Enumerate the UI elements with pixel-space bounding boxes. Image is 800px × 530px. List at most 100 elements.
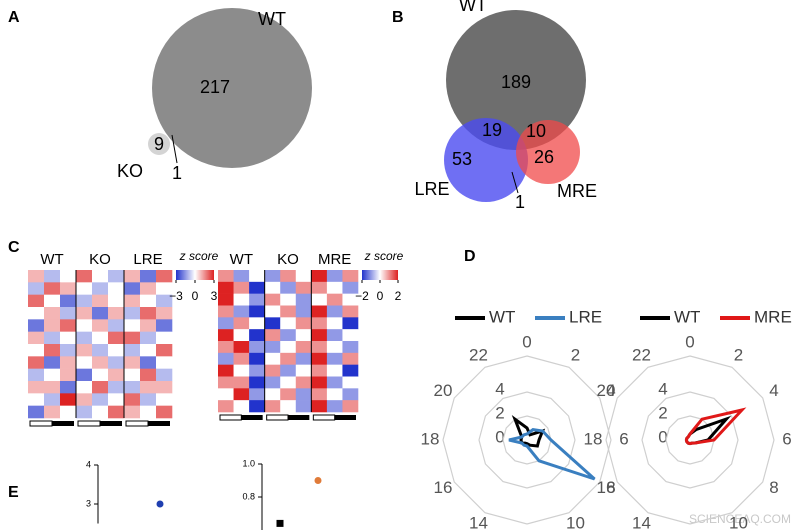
- heat-cell: [108, 307, 125, 320]
- heat-cell: [249, 317, 265, 330]
- venn-circle: [444, 118, 528, 202]
- venn-circle: [516, 120, 580, 184]
- heat-cell: [44, 405, 61, 419]
- legend-label: MRE: [754, 307, 792, 326]
- heat-cell: [92, 405, 109, 419]
- heat-cell: [108, 294, 125, 308]
- angle-label: 2: [571, 345, 580, 364]
- heat-cell: [156, 294, 173, 308]
- heat-cell: [108, 381, 125, 394]
- heat-cell: [295, 329, 312, 342]
- heat-cell: [249, 329, 265, 342]
- dark-bar: [52, 421, 74, 426]
- heat-cell: [311, 341, 328, 354]
- heat-cell: [233, 400, 250, 413]
- y-tick-label: 1.0: [242, 458, 255, 468]
- heat-cell: [92, 307, 109, 320]
- radial-grid-ring: [641, 391, 739, 489]
- group-label: KO: [277, 251, 299, 268]
- heat-cell: [342, 305, 359, 318]
- radial-outer-ring: [605, 355, 775, 525]
- heat-cell: [60, 270, 77, 283]
- point: [276, 519, 284, 527]
- heat-cell: [311, 388, 328, 401]
- heat-cell: [76, 405, 93, 419]
- heat-cell: [28, 381, 45, 394]
- heat-cell: [28, 405, 45, 419]
- heat-cell: [76, 331, 93, 345]
- heat-cell: [60, 282, 77, 295]
- heat-cell: [218, 281, 234, 294]
- angle-label: 8: [606, 478, 615, 497]
- heat-cell: [28, 294, 45, 308]
- y-tick-label: 4: [86, 459, 91, 469]
- heat-cell: [124, 356, 141, 369]
- heat-cell: [60, 356, 77, 369]
- heat-cell: [108, 356, 125, 369]
- angle-label: 12: [681, 526, 700, 530]
- heat-cell: [60, 344, 77, 357]
- y-tick-label: 0.8: [242, 491, 255, 501]
- heat-cell: [218, 305, 234, 318]
- heat-cell: [233, 281, 250, 294]
- heat-cell: [280, 364, 297, 377]
- heat-cell: [295, 281, 312, 294]
- heat-cell: [140, 307, 157, 320]
- heat-cell: [76, 356, 93, 369]
- heat-cell: [76, 270, 93, 283]
- heat-cell: [342, 329, 359, 342]
- heat-cell: [108, 393, 125, 406]
- heat-cell: [295, 388, 312, 401]
- dark-bar: [100, 421, 122, 426]
- heat-cell: [92, 381, 109, 394]
- heat-cell: [92, 319, 109, 332]
- heat-cell: [326, 352, 343, 365]
- heat-cell: [156, 356, 173, 369]
- heat-cell: [311, 293, 328, 306]
- heat-cell: [295, 270, 312, 283]
- heat-cell: [264, 329, 281, 342]
- heat-cell: [280, 388, 297, 401]
- radial-tick-label: 4: [495, 379, 504, 398]
- colorbar-tick-label: −3: [169, 289, 183, 303]
- heat-cell: [264, 376, 281, 389]
- heat-cell: [218, 364, 234, 377]
- heat-cell: [92, 344, 109, 357]
- heat-cell: [44, 381, 61, 394]
- radial-tick-label: 0: [495, 427, 504, 446]
- heat-cell: [311, 400, 328, 413]
- heat-cell: [156, 344, 173, 357]
- region-count: 1: [172, 163, 182, 183]
- heat-cell: [233, 364, 250, 377]
- panel-label: E: [8, 484, 19, 501]
- heat-cell: [28, 270, 45, 283]
- heat-cell: [233, 341, 250, 354]
- series-line: [684, 407, 747, 446]
- heat-cell: [280, 341, 297, 354]
- point: [314, 477, 322, 484]
- heat-cell: [249, 293, 265, 306]
- heat-cell: [218, 388, 234, 401]
- region-count: 217: [200, 77, 230, 97]
- radial-tick-label: 0: [658, 427, 667, 446]
- heat-cell: [218, 352, 234, 365]
- heat-cell: [264, 352, 281, 365]
- heat-cell: [264, 388, 281, 401]
- venn-circle: [446, 10, 586, 150]
- radial-grid-ring: [478, 391, 576, 489]
- light-bar: [125, 420, 149, 427]
- heat-cell: [218, 400, 234, 413]
- colorbar-tick-label: 0: [192, 289, 199, 303]
- heat-cell: [44, 307, 61, 320]
- set-label: LRE: [414, 179, 449, 199]
- heat-cell: [28, 319, 45, 332]
- venn-circle: [148, 133, 170, 155]
- heat-cell: [295, 352, 312, 365]
- heat-cell: [60, 393, 77, 406]
- group-label: WT: [230, 251, 253, 268]
- heat-cell: [124, 307, 141, 320]
- heat-cell: [44, 356, 61, 369]
- heat-cell: [44, 270, 61, 283]
- heat-cell: [76, 294, 93, 308]
